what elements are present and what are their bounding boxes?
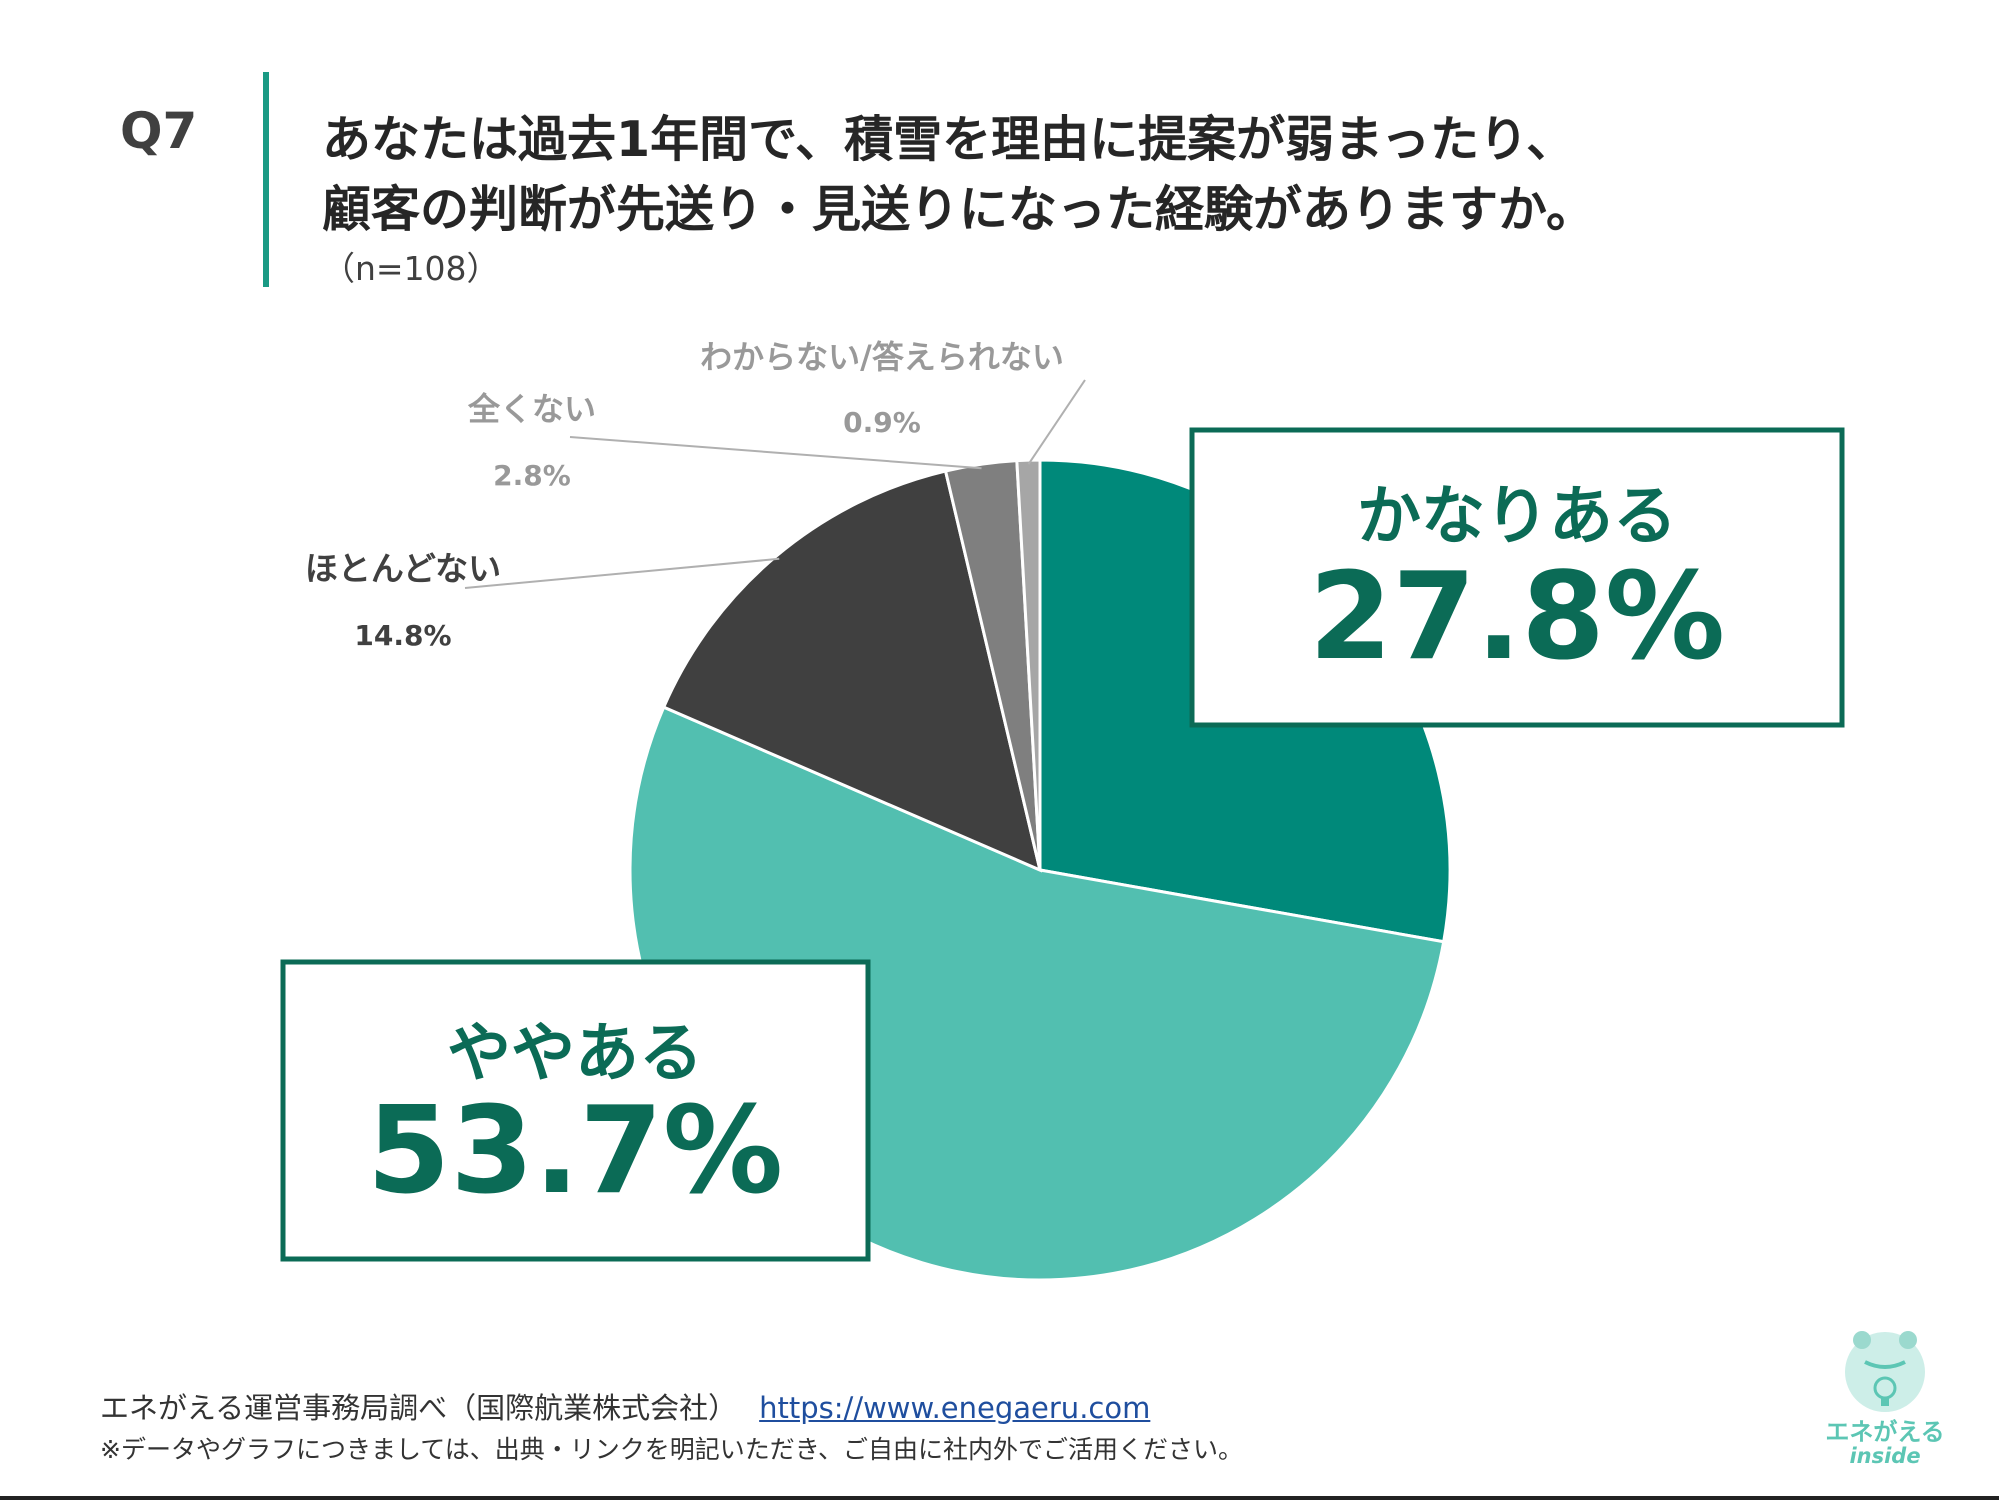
- question-text-line1: あなたは過去1年間で、積雪を理由に提案が弱まったり、: [322, 111, 1576, 168]
- value-unknown: 0.9%: [843, 406, 921, 439]
- logo-sub: inside: [1849, 1444, 1921, 1468]
- frog-lightbulb-icon: [1845, 1331, 1925, 1412]
- footer-source-line: エネがえる運営事務局調べ（国際航業株式会社） https://www.enegae…: [100, 1385, 1150, 1427]
- label-hardly: ほとんどない: [305, 549, 501, 588]
- bottom-rule: [0, 1496, 1999, 1500]
- callout-box-somewhat: [280, 959, 871, 1262]
- leader-line-unknown: [1027, 379, 1086, 465]
- question-text-line2: 顧客の判断が先送り・見送りになった経験がありますか。: [322, 181, 1596, 238]
- callout-box-very-much: [1189, 427, 1845, 728]
- callout-label-somewhat: ややある: [447, 1017, 703, 1091]
- footer-url-link[interactable]: https://www.enegaeru.com: [759, 1391, 1151, 1425]
- slice-hardly: [661, 469, 1043, 873]
- logo-name: エネがえる: [1825, 1418, 1945, 1446]
- callout-value-somewhat: 53.7%: [367, 1082, 783, 1221]
- label-unknown: わからない/答えられない: [700, 338, 1064, 376]
- leader-line-hardly: [464, 557, 780, 589]
- question-number: Q7: [120, 102, 198, 160]
- footer-source: エネがえる運営事務局調べ（国際航業株式会社）: [100, 1391, 738, 1425]
- sample-size: （n=108）: [322, 249, 500, 288]
- leader-line-none-at-all: [569, 436, 982, 470]
- slice-unknown: [1015, 458, 1042, 871]
- value-hardly: 14.8%: [354, 619, 451, 652]
- label-none-at-all: 全くない: [467, 390, 596, 428]
- callout-label-very-much: かなりある: [1357, 480, 1677, 554]
- value-none-at-all: 2.8%: [493, 459, 571, 492]
- callout-value-very-much: 27.8%: [1309, 548, 1725, 687]
- footer-note: ※データやグラフにつきましては、出典・リンクを明記いただき、ご自由に社内外でご活…: [100, 1435, 1243, 1464]
- question-divider-bar: [263, 72, 269, 287]
